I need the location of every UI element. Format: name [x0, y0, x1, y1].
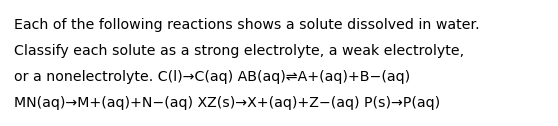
- Text: Each of the following reactions shows a solute dissolved in water.: Each of the following reactions shows a …: [14, 18, 480, 32]
- Text: Classify each solute as a strong electrolyte, a weak electrolyte,: Classify each solute as a strong electro…: [14, 44, 464, 58]
- Text: or a nonelectrolyte. C(l)→C(aq) AB(aq)⇌A+(aq)+B−(aq): or a nonelectrolyte. C(l)→C(aq) AB(aq)⇌A…: [14, 70, 410, 84]
- Text: MN(aq)→M+(aq)+N−(aq) XZ(s)→X+(aq)+Z−(aq) P(s)→P(aq): MN(aq)→M+(aq)+N−(aq) XZ(s)→X+(aq)+Z−(aq)…: [14, 96, 440, 110]
